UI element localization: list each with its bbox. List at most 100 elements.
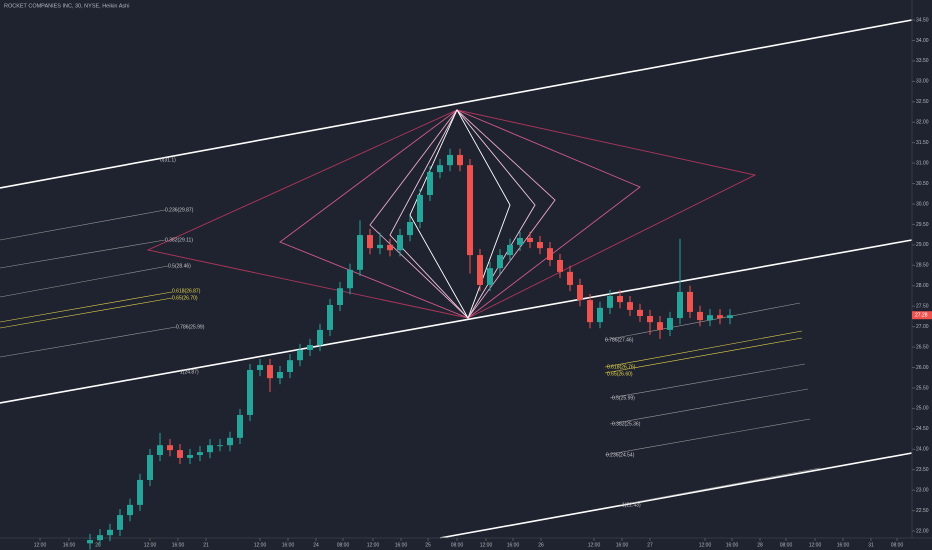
candle-body bbox=[317, 329, 323, 346]
candle-body bbox=[287, 360, 293, 373]
candle-body bbox=[507, 244, 513, 256]
fib-label: 1(22.43) bbox=[622, 502, 641, 508]
fib-line bbox=[604, 418, 811, 456]
x-tick-label: 12:00 bbox=[34, 542, 47, 548]
candle-body bbox=[607, 295, 613, 308]
chart-title: ROCKET COMPANIES INC, 30, NYSE, Heikin A… bbox=[4, 3, 129, 9]
x-tick-label: 08:00 bbox=[780, 542, 793, 548]
diamonds bbox=[146, 108, 757, 320]
fib-left bbox=[0, 209, 177, 358]
fib-label: 0.5(25.99) bbox=[612, 395, 635, 401]
x-tick-label: 24 bbox=[313, 542, 319, 548]
channel-mid bbox=[0, 239, 913, 404]
x-tick-label: 12:00 bbox=[699, 542, 712, 548]
candle-body bbox=[637, 309, 643, 317]
candle-body bbox=[137, 479, 143, 505]
y-tick-label: 28.50 bbox=[916, 263, 929, 269]
candle-body bbox=[187, 455, 193, 458]
candle-body bbox=[157, 445, 163, 456]
candle-body bbox=[97, 535, 103, 541]
diamond bbox=[146, 109, 757, 319]
y-tick-label: 29.50 bbox=[916, 222, 929, 228]
candle-body bbox=[457, 154, 463, 166]
candle-body bbox=[587, 300, 593, 323]
y-tick-label: 31.50 bbox=[916, 140, 929, 146]
candle-body bbox=[727, 315, 733, 319]
x-tick-label: 25 bbox=[425, 542, 431, 548]
candle-body bbox=[207, 445, 213, 453]
y-tick-label: 29.00 bbox=[916, 242, 929, 248]
diamond bbox=[279, 109, 641, 319]
fib-line bbox=[609, 363, 806, 399]
candle-body bbox=[277, 372, 283, 379]
fib-label: 1(24.87) bbox=[180, 369, 199, 375]
fib-label: 0.236(24.54) bbox=[606, 452, 635, 458]
x-tick-label: 16:00 bbox=[63, 542, 76, 548]
candle-body bbox=[367, 235, 373, 249]
candle-body bbox=[537, 242, 543, 249]
candle-body bbox=[127, 504, 133, 516]
candle-body bbox=[647, 316, 653, 323]
fib-line bbox=[604, 302, 801, 341]
y-tick-label: 28.00 bbox=[916, 283, 929, 289]
candle-body bbox=[197, 452, 203, 456]
x-tick-label: 12:00 bbox=[254, 542, 267, 548]
x-tick-label: 16:00 bbox=[395, 542, 408, 548]
x-tick-label: 08:00 bbox=[891, 542, 904, 548]
x-tick-label: 27 bbox=[647, 542, 653, 548]
fib-line bbox=[0, 291, 173, 323]
y-tick-label: 32.00 bbox=[916, 120, 929, 126]
candle-body bbox=[307, 345, 313, 350]
candle-body bbox=[237, 414, 243, 438]
candle-body bbox=[337, 288, 343, 305]
x-tick-label: 16:00 bbox=[172, 542, 185, 548]
y-tick-label: 34.50 bbox=[916, 17, 929, 23]
candle-body bbox=[117, 515, 123, 530]
x-tick-label: 16:00 bbox=[507, 542, 520, 548]
y-tick-label: 27.50 bbox=[916, 304, 929, 310]
candle-body bbox=[257, 365, 263, 370]
y-tick-label: 26.50 bbox=[916, 344, 929, 350]
candle-body bbox=[717, 315, 723, 319]
y-tick-label: 30.50 bbox=[916, 181, 929, 187]
candle-body bbox=[297, 349, 303, 361]
diamond bbox=[389, 109, 536, 319]
fib-line bbox=[0, 297, 173, 329]
candle-body bbox=[357, 235, 363, 270]
candle-body bbox=[687, 291, 693, 312]
y-tick-label: 23.00 bbox=[916, 487, 929, 493]
y-tick-label: 27.00 bbox=[916, 324, 929, 330]
x-tick-label: 12:00 bbox=[588, 542, 601, 548]
channel-top bbox=[0, 19, 913, 189]
candle-body bbox=[527, 237, 533, 243]
candle-body bbox=[87, 540, 93, 544]
x-tick-label: 08:00 bbox=[451, 542, 464, 548]
x-tick-label: 28 bbox=[757, 542, 763, 548]
x-tick-label: 21 bbox=[203, 542, 209, 548]
x-tick-label: 12:00 bbox=[480, 542, 493, 548]
fib-line bbox=[604, 337, 803, 374]
candle-body bbox=[677, 291, 683, 319]
y-tick-label: 23.50 bbox=[916, 467, 929, 473]
candle-body bbox=[547, 248, 553, 261]
candle-body bbox=[657, 322, 663, 330]
candle-body bbox=[227, 437, 233, 446]
y-tick-label: 25.00 bbox=[916, 406, 929, 412]
last-price-label: 27.28 bbox=[915, 313, 928, 319]
candle-body bbox=[617, 295, 623, 303]
candle-body bbox=[497, 255, 503, 269]
y-tick-label: 25.50 bbox=[916, 385, 929, 391]
candle-body bbox=[477, 255, 483, 285]
candle-body bbox=[597, 307, 603, 323]
fib-label: 0.382(29.11) bbox=[165, 237, 193, 243]
candle-body bbox=[417, 195, 423, 222]
y-tick-label: 33.00 bbox=[916, 79, 929, 85]
candle-body bbox=[177, 450, 183, 458]
candle-body bbox=[147, 455, 153, 480]
y-tick-label: 34.00 bbox=[916, 38, 929, 44]
candle-body bbox=[247, 369, 253, 415]
y-tick-label: 22.50 bbox=[916, 508, 929, 514]
x-tick-label: 12:00 bbox=[367, 542, 380, 548]
